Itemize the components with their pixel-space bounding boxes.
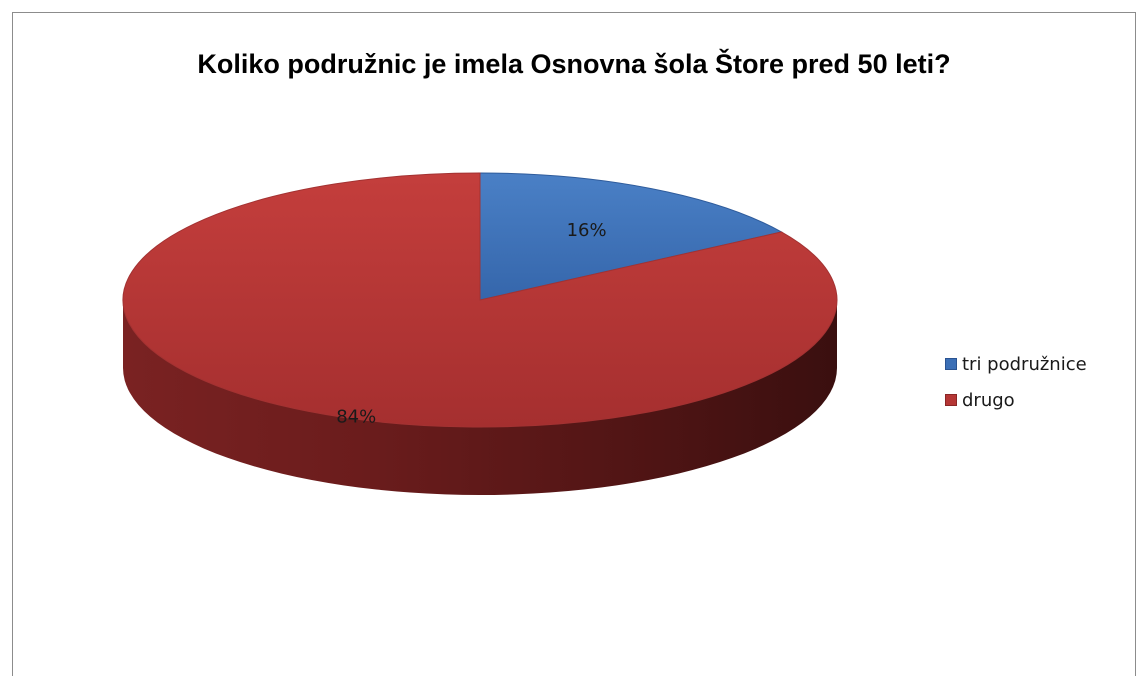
chart-title: Koliko podružnic je imela Osnovna šola Š…: [197, 49, 951, 79]
pie-slice-tri-podruznice: [479, 172, 783, 301]
legend-item-tri-podruznice: tri podružnice: [945, 346, 1087, 382]
pie-chart: 16% 84%: [122, 172, 838, 495]
legend-label-tri-podruznice: tri podružnice: [962, 353, 1087, 375]
legend: tri podružnice drugo: [945, 346, 1087, 418]
pie-slice-drugo: [122, 172, 838, 428]
chart-frame: Koliko podružnic je imela Osnovna šola Š…: [12, 12, 1136, 676]
data-label-tri-podruznice: 16%: [567, 220, 607, 241]
legend-swatch-drugo: [945, 394, 957, 406]
data-label-drugo: 84%: [336, 407, 376, 428]
legend-label-drugo: drugo: [962, 389, 1015, 411]
legend-swatch-tri-podruznice: [945, 358, 957, 370]
pie-side-drugo: [123, 300, 837, 495]
legend-item-drugo: drugo: [945, 382, 1087, 418]
